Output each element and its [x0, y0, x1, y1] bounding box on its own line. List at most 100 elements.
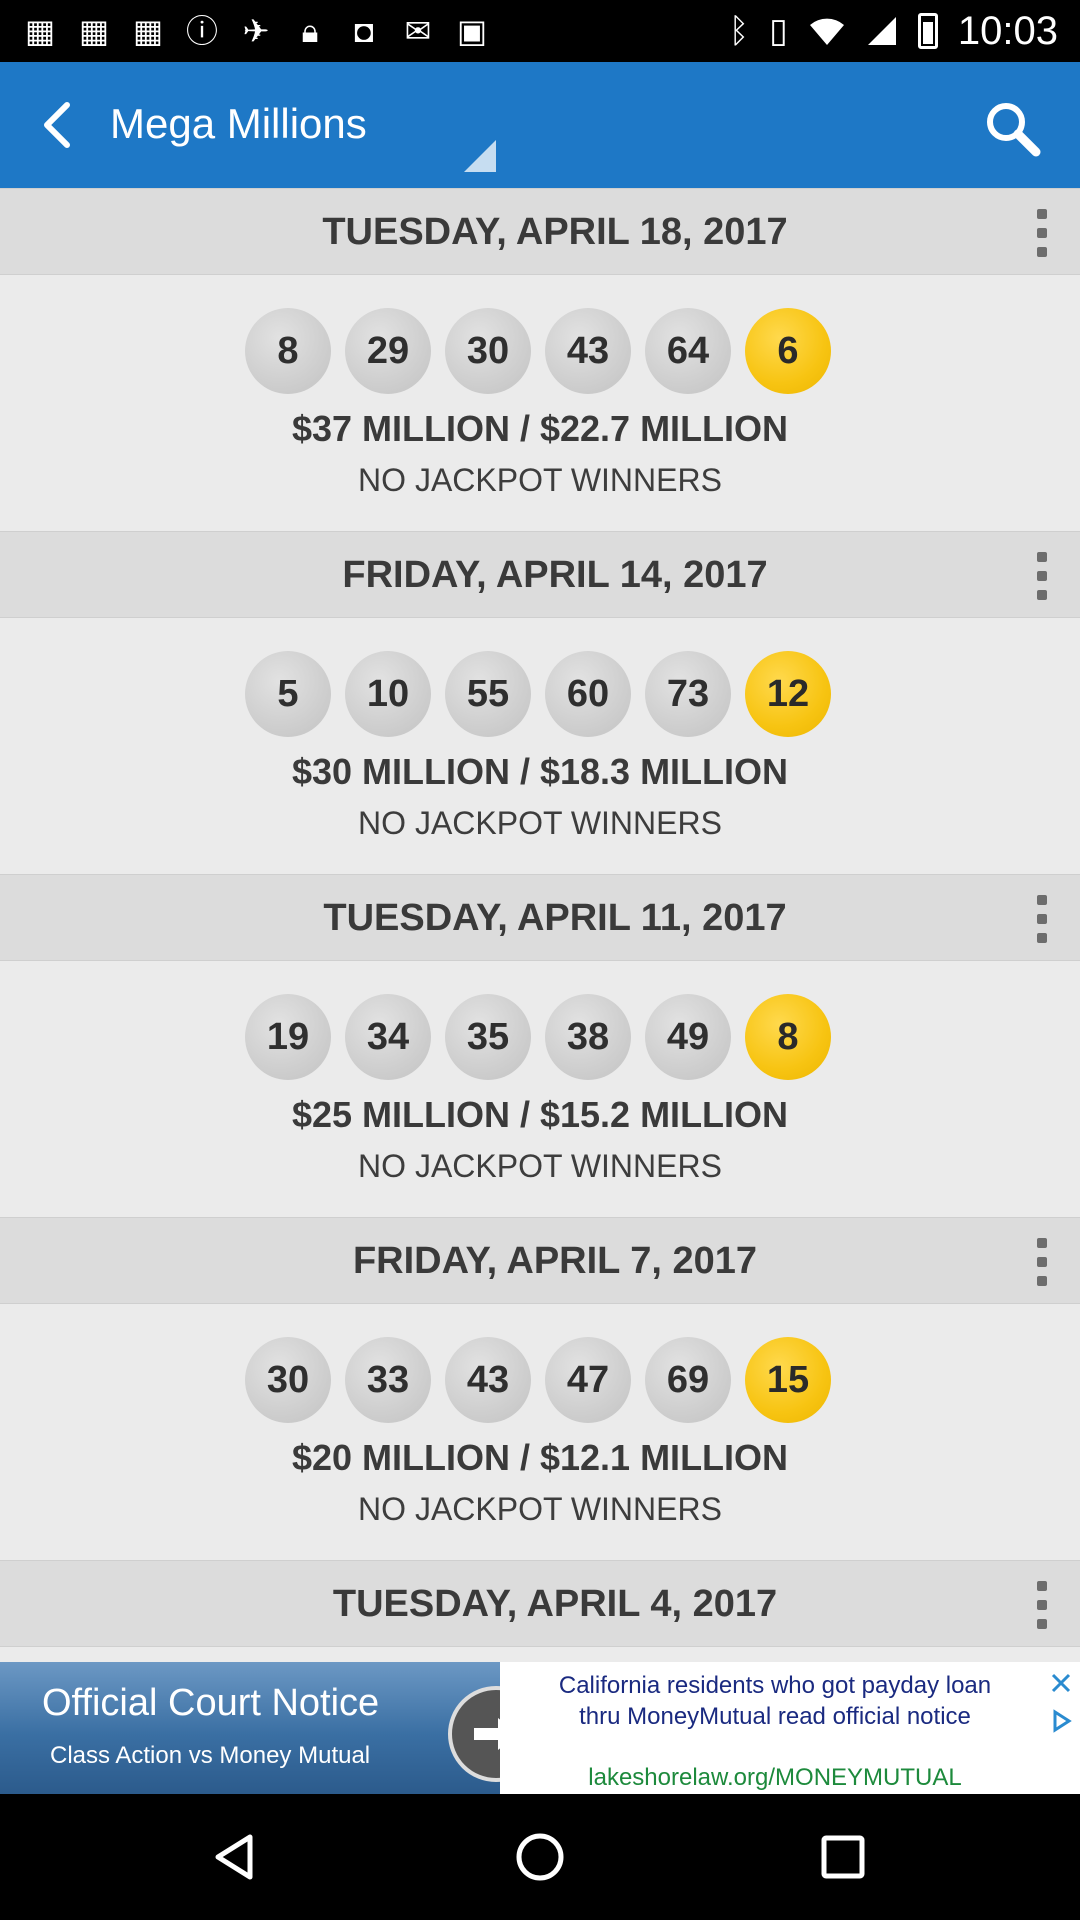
draw-header: TUESDAY, APRIL 18, 2017	[0, 188, 1080, 275]
status-time: 10:03	[957, 8, 1058, 53]
app-bar: Mega Millions	[0, 62, 1080, 188]
nav-recents-icon	[821, 1835, 865, 1879]
number-ball: 30	[445, 308, 531, 394]
nav-home-icon	[516, 1833, 564, 1881]
ad-banner[interactable]: Official Court Notice Class Action vs Mo…	[0, 1662, 1080, 1794]
draw-result[interactable]: TUESDAY, APRIL 18, 2017 8 29 30 43 64 6 …	[0, 188, 1080, 531]
jackpot-amount: $30 MILLION / $18.3 MILLION	[291, 751, 789, 792]
number-ball: 73	[645, 651, 731, 737]
number-ball: 38	[545, 994, 631, 1080]
number-ball: 64	[645, 308, 731, 394]
battery-icon	[917, 13, 938, 49]
draw-result[interactable]: TUESDAY, APRIL 11, 2017 19 34 35 38 49 8…	[0, 874, 1080, 1217]
ad-left-panel[interactable]: Official Court Notice Class Action vs Mo…	[0, 1662, 500, 1794]
number-ball: 49	[645, 994, 731, 1080]
back-arrow-icon	[44, 102, 70, 148]
lottery-selector[interactable]: Mega Millions	[110, 100, 367, 147]
bag-icon: ▣	[456, 13, 488, 49]
signal-icon	[867, 17, 896, 45]
jackpot-amount: $25 MILLION / $15.2 MILLION	[291, 1094, 789, 1135]
mail-icon: ✉	[404, 13, 432, 49]
number-ball: 29	[345, 308, 431, 394]
mega-ball: 6	[745, 308, 831, 394]
draw-results-list[interactable]: TUESDAY, APRIL 18, 2017 8 29 30 43 64 6 …	[0, 188, 1080, 1662]
dropdown-corner-icon[interactable]	[464, 140, 496, 172]
more-options-button[interactable]	[1030, 209, 1054, 257]
jackpot-winners: NO JACKPOT WINNERS	[358, 1491, 722, 1527]
number-ball: 19	[245, 994, 331, 1080]
system-icons: ᛒ ▯ 10:03	[729, 6, 1058, 56]
notification-icons: ▦ ▦ ▦ ⓘ ✈ 🔒︎ ◘ ✉ ▣	[22, 10, 490, 52]
ad-choices-icon	[1053, 1709, 1072, 1733]
draw-date: TUESDAY, APRIL 11, 2017	[323, 897, 787, 939]
ad-choices-button[interactable]	[1046, 1706, 1076, 1736]
vibrate-icon: ▯	[769, 12, 788, 50]
nav-home-button[interactable]	[505, 1822, 575, 1892]
grid-icon: ▦	[132, 13, 164, 49]
draw-result[interactable]: FRIDAY, APRIL 7, 2017 30 33 43 47 69 15 …	[0, 1217, 1080, 1560]
ad-right-panel[interactable]: California residents who got payday loan…	[500, 1662, 1044, 1794]
number-ball: 35	[445, 994, 531, 1080]
nav-back-button[interactable]	[200, 1822, 270, 1892]
draw-date: FRIDAY, APRIL 7, 2017	[352, 1240, 758, 1282]
more-options-button[interactable]	[1030, 552, 1054, 600]
number-ball: 30	[245, 1337, 331, 1423]
winning-numbers: 8 29 30 43 64 6	[245, 308, 831, 394]
more-options-button[interactable]	[1030, 1581, 1054, 1629]
draw-result[interactable]: FRIDAY, APRIL 14, 2017 5 10 55 60 73 12 …	[0, 531, 1080, 874]
grid-icon: ▦	[78, 13, 110, 49]
navigation-bar	[0, 1794, 1080, 1920]
number-ball: 43	[545, 308, 631, 394]
more-options-button[interactable]	[1030, 1238, 1054, 1286]
winning-numbers: 5 10 55 60 73 12	[245, 651, 831, 737]
number-ball: 8	[245, 308, 331, 394]
ad-link[interactable]: lakeshorelaw.org/MONEYMUTUAL	[588, 1764, 962, 1791]
search-button[interactable]	[980, 96, 1044, 160]
lock-icon: 🔒︎	[301, 13, 319, 49]
ad-message: California residents who got payday loan…	[558, 1672, 992, 1730]
draw-header: FRIDAY, APRIL 14, 2017	[0, 531, 1080, 618]
info-icon: ⓘ	[185, 13, 218, 49]
search-icon	[987, 103, 1041, 157]
nav-back-icon	[215, 1834, 253, 1880]
bot-icon: ◘	[354, 13, 374, 49]
back-button[interactable]	[22, 90, 92, 160]
number-ball: 47	[545, 1337, 631, 1423]
number-ball: 69	[645, 1337, 731, 1423]
draw-date: TUESDAY, APRIL 4, 2017	[332, 1583, 778, 1625]
jackpot-winners: NO JACKPOT WINNERS	[358, 805, 722, 841]
mega-ball: 8	[745, 994, 831, 1080]
mega-ball: 12	[745, 651, 831, 737]
status-bar: ▦ ▦ ▦ ⓘ ✈ 🔒︎ ◘ ✉ ▣ ᛒ ▯ 10:03	[0, 0, 1080, 62]
draw-result[interactable]: TUESDAY, APRIL 4, 2017	[0, 1560, 1080, 1662]
number-ball: 43	[445, 1337, 531, 1423]
number-ball: 34	[345, 994, 431, 1080]
number-ball: 5	[245, 651, 331, 737]
jackpot-winners: NO JACKPOT WINNERS	[358, 462, 722, 498]
jackpot-amount: $20 MILLION / $12.1 MILLION	[291, 1437, 789, 1478]
draw-header: TUESDAY, APRIL 11, 2017	[0, 874, 1080, 961]
winning-numbers: 30 33 43 47 69 15	[245, 1337, 831, 1423]
mega-ball: 15	[745, 1337, 831, 1423]
gps-icon: ✈	[242, 13, 270, 49]
number-ball: 55	[445, 651, 531, 737]
number-ball: 10	[345, 651, 431, 737]
winning-numbers: 19 34 35 38 49 8	[245, 994, 831, 1080]
draw-date: FRIDAY, APRIL 14, 2017	[342, 554, 768, 596]
jackpot-amount: $37 MILLION / $22.7 MILLION	[291, 408, 789, 449]
wifi-icon	[809, 18, 844, 45]
grid-icon: ▦	[24, 13, 56, 49]
close-icon	[1051, 1673, 1071, 1693]
ad-close-button[interactable]	[1046, 1668, 1076, 1698]
draw-header: TUESDAY, APRIL 4, 2017	[0, 1560, 1080, 1647]
number-ball: 33	[345, 1337, 431, 1423]
bluetooth-icon: ᛒ	[728, 11, 750, 50]
nav-recents-button[interactable]	[808, 1822, 878, 1892]
jackpot-winners: NO JACKPOT WINNERS	[358, 1148, 722, 1184]
number-ball: 60	[545, 651, 631, 737]
ad-subtitle: Class Action vs Money Mutual	[50, 1742, 371, 1769]
more-options-button[interactable]	[1030, 895, 1054, 943]
ad-title: Official Court Notice	[42, 1682, 380, 1724]
draw-date: TUESDAY, APRIL 18, 2017	[322, 211, 788, 253]
draw-header: FRIDAY, APRIL 7, 2017	[0, 1217, 1080, 1304]
